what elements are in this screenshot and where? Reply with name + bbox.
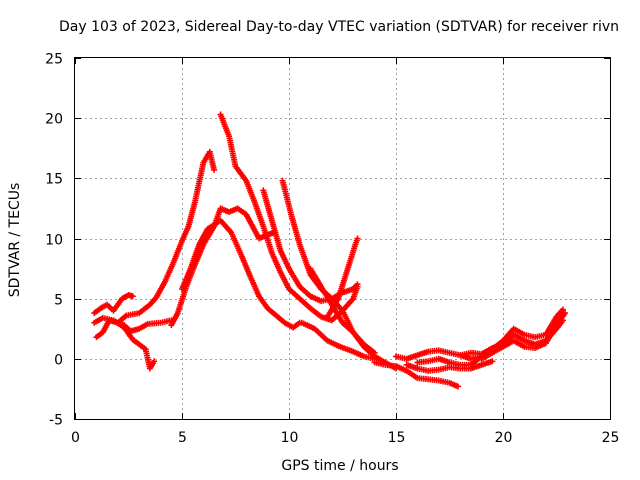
series-track-11 [299, 320, 378, 362]
grid [75, 58, 610, 419]
chart-title: Day 103 of 2023, Sidereal Day-to-day VTE… [59, 19, 619, 35]
x-tick-label: 25 [602, 430, 620, 446]
data-markers [91, 112, 568, 390]
series-track-16 [414, 306, 566, 367]
x-tick-label: 0 [71, 430, 80, 446]
x-axis-title: GPS time / hours [281, 458, 398, 474]
x-tick-label: 20 [495, 430, 513, 446]
y-tick-label: 20 [45, 112, 63, 128]
y-tick-label: 0 [54, 353, 63, 369]
y-axis-title: SDTVAR / TECUs [7, 183, 23, 298]
y-tick-label: 10 [45, 233, 63, 249]
x-tick-label: 5 [178, 430, 187, 446]
axis-ticks: 0 5 10 15 20 25 -5 0 5 10 15 20 25 [45, 52, 619, 447]
y-tick-label: 5 [54, 293, 63, 309]
x-tick-label: 10 [281, 430, 299, 446]
x-tick-label: 15 [388, 430, 406, 446]
chart: Day 103 of 2023, Sidereal Day-to-day VTE… [0, 0, 640, 480]
y-tick-label: 25 [45, 52, 63, 68]
series-track-8 [260, 187, 360, 304]
y-tick-label: 15 [45, 172, 63, 188]
y-tick-label: -5 [49, 413, 63, 429]
